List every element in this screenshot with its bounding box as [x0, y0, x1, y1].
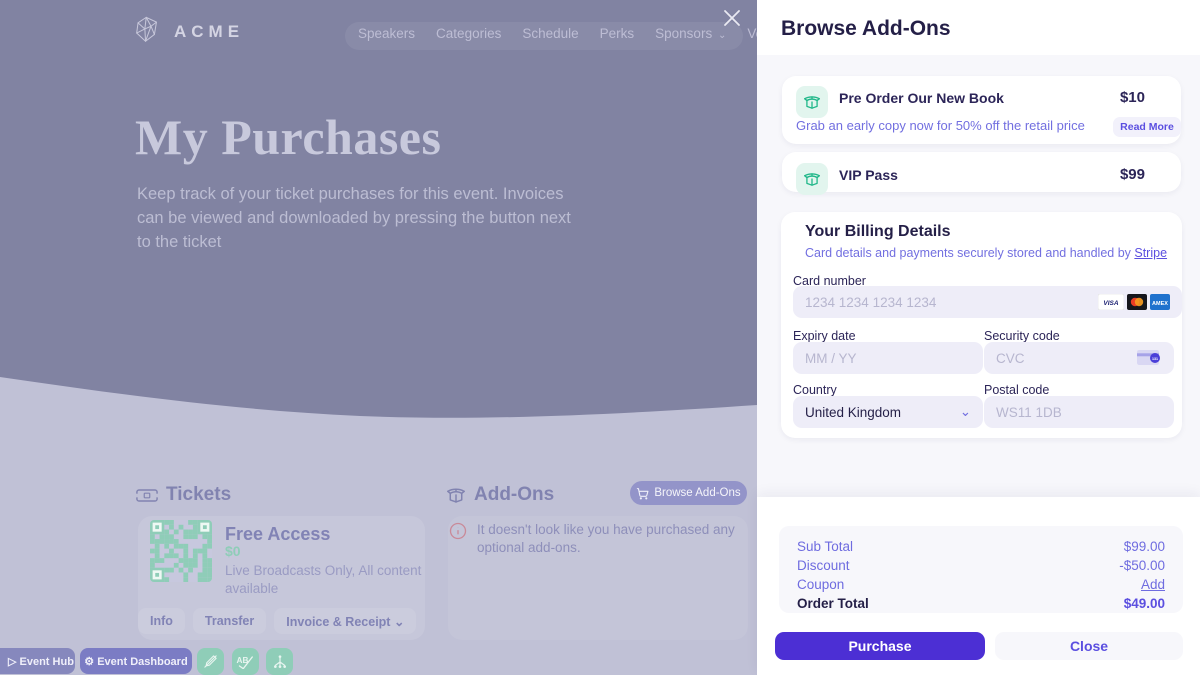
svg-text:AMEX: AMEX	[1152, 301, 1168, 307]
svg-text:VISA: VISA	[1103, 300, 1118, 307]
svg-text:131: 131	[1152, 357, 1158, 361]
